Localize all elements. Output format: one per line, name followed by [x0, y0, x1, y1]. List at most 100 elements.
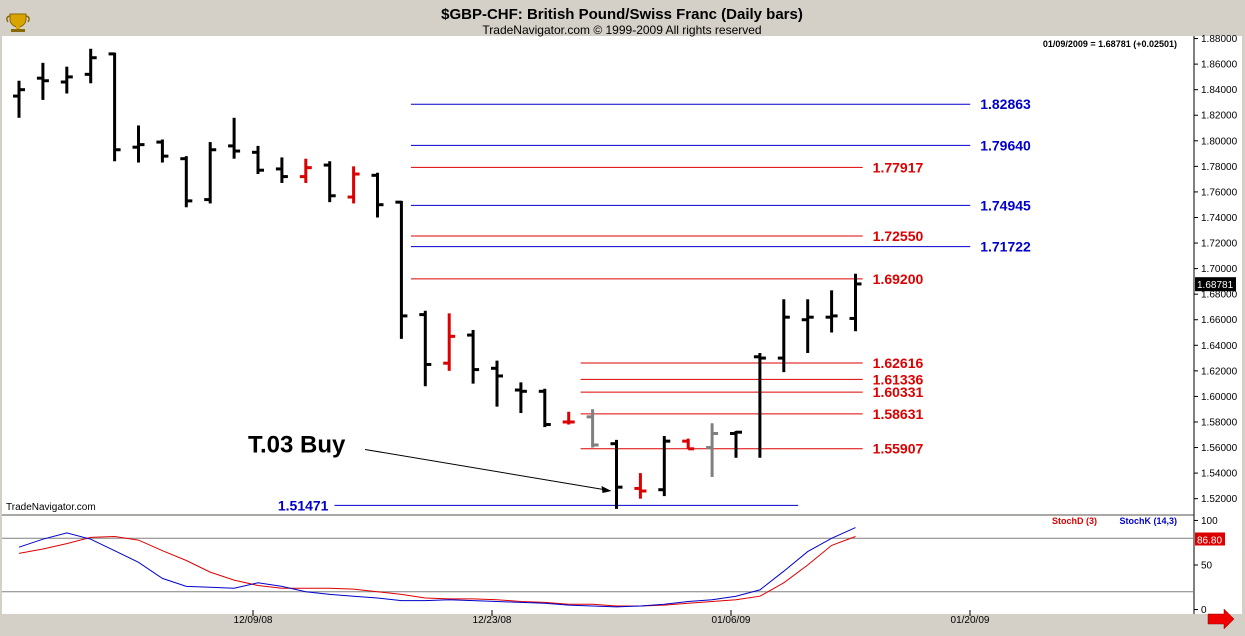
y-tick-label: 1.54000 [1201, 469, 1238, 480]
ohlc-bar [84, 48, 97, 84]
ohlc-bar [299, 158, 312, 183]
level-label: 1.62616 [873, 355, 924, 371]
ohlc-bar [132, 125, 145, 163]
x-tick-label: 01/20/09 [951, 615, 990, 626]
y-tick-label: 1.74000 [1201, 213, 1238, 224]
fib-levels: 1.82863 1.79640 1.77917 1.74945 1.72550 1.717… [278, 96, 1031, 513]
ohlc-bar [395, 200, 408, 339]
stoch-series-line [18, 527, 856, 608]
level-label: 1.82863 [980, 96, 1031, 112]
ohlc-bar [228, 117, 241, 159]
ohlc-bar [706, 423, 719, 477]
level-label: 1.51471 [278, 497, 329, 513]
ohlc-bar [777, 299, 790, 373]
x-tick-label: 12/23/08 [473, 615, 512, 626]
scroll-right-arrow-icon[interactable] [1207, 608, 1235, 630]
y-tick-label: 1.84000 [1201, 85, 1238, 96]
stoch-pane[interactable] [2, 516, 1194, 614]
level-label: 1.77917 [873, 159, 924, 175]
x-axis-ticks: 12/09/08 12/23/08 01/06/09 01/20/09 [234, 610, 990, 626]
ohlc-bar [347, 166, 360, 204]
stoch-last-value-label: 86.80 [1197, 535, 1222, 546]
y-tick-label: 1.76000 [1201, 187, 1238, 198]
y-tick-label: 1.56000 [1201, 443, 1238, 454]
y-tick-label: 1.68000 [1201, 290, 1238, 301]
level-label: 1.61336 [873, 371, 924, 387]
buy-annotation: T.03 Buy [248, 432, 612, 493]
y-axis-area [1194, 36, 1242, 614]
level-label: 1.58631 [873, 406, 924, 422]
last-price-label: 1.68781 [1197, 280, 1234, 291]
legend-stochk: StochK (14,3) [1119, 516, 1177, 526]
y-tick-label: 1.72000 [1201, 239, 1238, 250]
y-tick-label: 1.66000 [1201, 315, 1238, 326]
ohlc-bar [753, 352, 766, 458]
ohlc-bar [682, 438, 695, 451]
level-label: 1.71722 [980, 239, 1031, 255]
ohlc-bar [419, 310, 432, 387]
stoch-y-ticks: 100 50 0 86.80 [1194, 516, 1225, 616]
x-tick-label: 12/09/08 [234, 615, 273, 626]
stoch-series-line [18, 535, 856, 607]
ohlc-bar [538, 388, 551, 428]
ohlc-bar [180, 156, 193, 208]
ohlc-bar [204, 142, 217, 204]
ohlc-bar [801, 299, 814, 353]
ohlc-bar [634, 473, 647, 499]
y-tick-label: 1.82000 [1201, 111, 1238, 122]
chart-title: $GBP-CHF: British Pound/Swiss Franc (Dai… [441, 6, 803, 23]
ohlc-bar [13, 80, 25, 118]
stoch-tick-label: 0 [1201, 605, 1207, 616]
copyright-text: TradeNavigator.com © 1999-2009 All right… [482, 23, 761, 37]
y-tick-label: 1.70000 [1201, 264, 1238, 275]
price-bars [13, 48, 862, 509]
ohlc-bar [825, 290, 838, 333]
price-y-ticks: 1.88000 1.86000 1.84000 1.82000 1.80000 1.780… [1194, 34, 1238, 505]
ohlc-bar [60, 66, 73, 94]
stoch-last-value-box [1195, 532, 1225, 546]
level-label: 1.69200 [873, 271, 924, 287]
level-label: 1.60331 [873, 384, 924, 400]
y-tick-label: 1.88000 [1201, 34, 1238, 45]
ohlc-bar [275, 157, 288, 183]
ohlc-bar [658, 436, 671, 497]
annotation-label: T.03 Buy [248, 432, 346, 459]
level-label: 1.79640 [980, 137, 1031, 153]
ohlc-bar [586, 409, 599, 448]
y-tick-label: 1.80000 [1201, 136, 1238, 147]
last-price-tag: 1.68781 [1195, 277, 1236, 292]
ohlc-bar [443, 313, 456, 371]
ohlc-bar [252, 145, 264, 175]
level-label: 1.72550 [873, 228, 924, 244]
y-tick-label: 1.64000 [1201, 341, 1238, 352]
ohlc-bar [610, 439, 623, 509]
last-price-box [1195, 277, 1236, 292]
price-pane[interactable] [2, 36, 1194, 514]
annotation-arrow [364, 448, 604, 490]
ohlc-bar [323, 161, 336, 203]
ohlc-bar [371, 172, 384, 218]
stoch-legend: StochD (3) StochK (14,3) [1052, 516, 1177, 526]
ohlc-bar [849, 273, 862, 332]
level-label: 1.74945 [980, 197, 1031, 213]
annotation-arrow-head [601, 485, 612, 493]
stoch-tick-label: 50 [1201, 561, 1213, 572]
ohlc-bar [108, 52, 121, 162]
legend-stochd: StochD (3) [1052, 516, 1097, 526]
y-tick-label: 1.52000 [1201, 494, 1238, 505]
ohlc-bar [156, 139, 169, 163]
ohlc-bar [36, 62, 49, 100]
y-tick-label: 1.86000 [1201, 60, 1238, 71]
y-tick-label: 1.58000 [1201, 417, 1238, 428]
ohlc-bar [491, 360, 503, 407]
stoch-tick-label: 100 [1201, 516, 1218, 527]
ohlc-bar [514, 382, 527, 414]
level-label: 1.55907 [873, 441, 924, 457]
watermark-text: TradeNavigator.com [6, 502, 96, 513]
stochastic-lines [2, 527, 1194, 608]
ohlc-bar [562, 411, 575, 425]
ohlc-bar [467, 329, 480, 384]
y-tick-label: 1.62000 [1201, 366, 1238, 377]
